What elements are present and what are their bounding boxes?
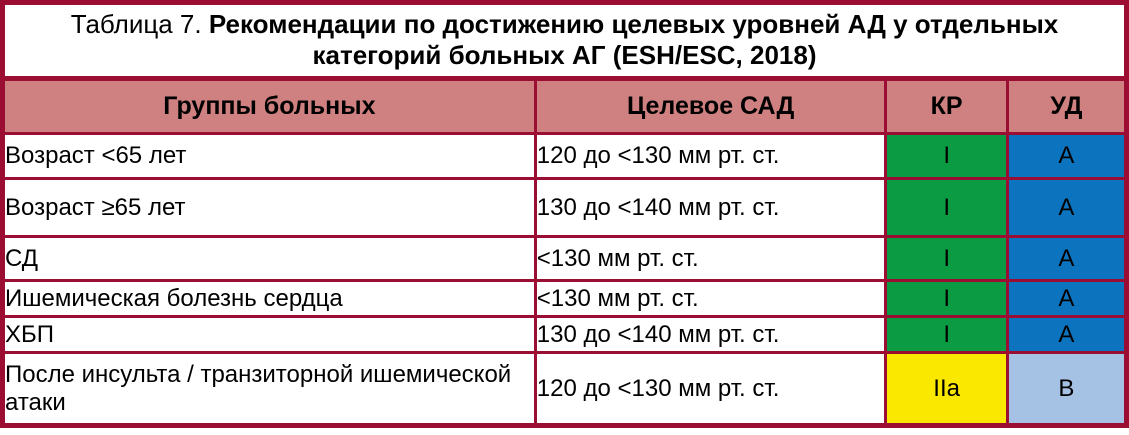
target-sbp-cell: 130 до <140 мм рт. ст.: [533, 177, 888, 238]
group-cell: После инсульта / транзиторной ишемическо…: [1, 351, 537, 427]
recommendation-class-cell: IIa: [884, 351, 1009, 427]
recommendation-class-cell: I: [884, 132, 1009, 180]
col-header-target-sbp: Целевое САД: [533, 77, 888, 135]
target-sbp-cell: 120 до <130 мм рт. ст.: [533, 351, 888, 427]
recommendation-class-cell: I: [884, 279, 1009, 318]
table-row: СД <130 мм рт. ст. I A: [1, 235, 1129, 282]
table-row: Возраст <65 лет 120 до <130 мм рт. ст. I…: [1, 132, 1129, 180]
header-row: Группы больных Целевое САД КР УД: [1, 77, 1129, 135]
target-sbp-cell: <130 мм рт. ст.: [533, 279, 888, 318]
evidence-level-cell: A: [1005, 132, 1129, 180]
group-cell: Возраст ≥65 лет: [1, 177, 537, 238]
table-row: Возраст ≥65 лет 130 до <140 мм рт. ст. I…: [1, 177, 1129, 238]
evidence-level-cell: A: [1005, 177, 1129, 238]
recommendation-class-cell: I: [884, 315, 1009, 354]
table-row: Ишемическая болезнь сердца <130 мм рт. с…: [1, 279, 1129, 318]
evidence-level-cell: A: [1005, 235, 1129, 282]
table-title-text-wrap: Таблица 7. Рекомендации по достижению це…: [35, 9, 1094, 70]
table-title: Таблица 7. Рекомендации по достижению це…: [0, 0, 1129, 76]
recommendations-table: Группы больных Целевое САД КР УД Возраст…: [0, 76, 1129, 428]
table-number-label: Таблица 7.: [70, 8, 202, 39]
table-row: ХБП 130 до <140 мм рт. ст. I A: [1, 315, 1129, 354]
group-cell: Ишемическая болезнь сердца: [1, 279, 537, 318]
col-header-patient-groups: Группы больных: [1, 77, 537, 135]
table-row: После инсульта / транзиторной ишемическо…: [1, 351, 1129, 427]
col-header-recommendation-class: КР: [884, 77, 1009, 135]
col-header-evidence-level: УД: [1005, 77, 1129, 135]
recommendation-class-cell: I: [884, 235, 1009, 282]
group-cell: СД: [1, 235, 537, 282]
evidence-level-cell: A: [1005, 279, 1129, 318]
target-sbp-cell: 120 до <130 мм рт. ст.: [533, 132, 888, 180]
recommendation-class-cell: I: [884, 177, 1009, 238]
group-cell: ХБП: [1, 315, 537, 354]
target-sbp-cell: 130 до <140 мм рт. ст.: [533, 315, 888, 354]
table-title-text: Рекомендации по достижению целевых уровн…: [208, 8, 1059, 70]
target-sbp-cell: <130 мм рт. ст.: [533, 235, 888, 282]
evidence-level-cell: B: [1005, 351, 1129, 427]
group-cell: Возраст <65 лет: [1, 132, 537, 180]
evidence-level-cell: A: [1005, 315, 1129, 354]
